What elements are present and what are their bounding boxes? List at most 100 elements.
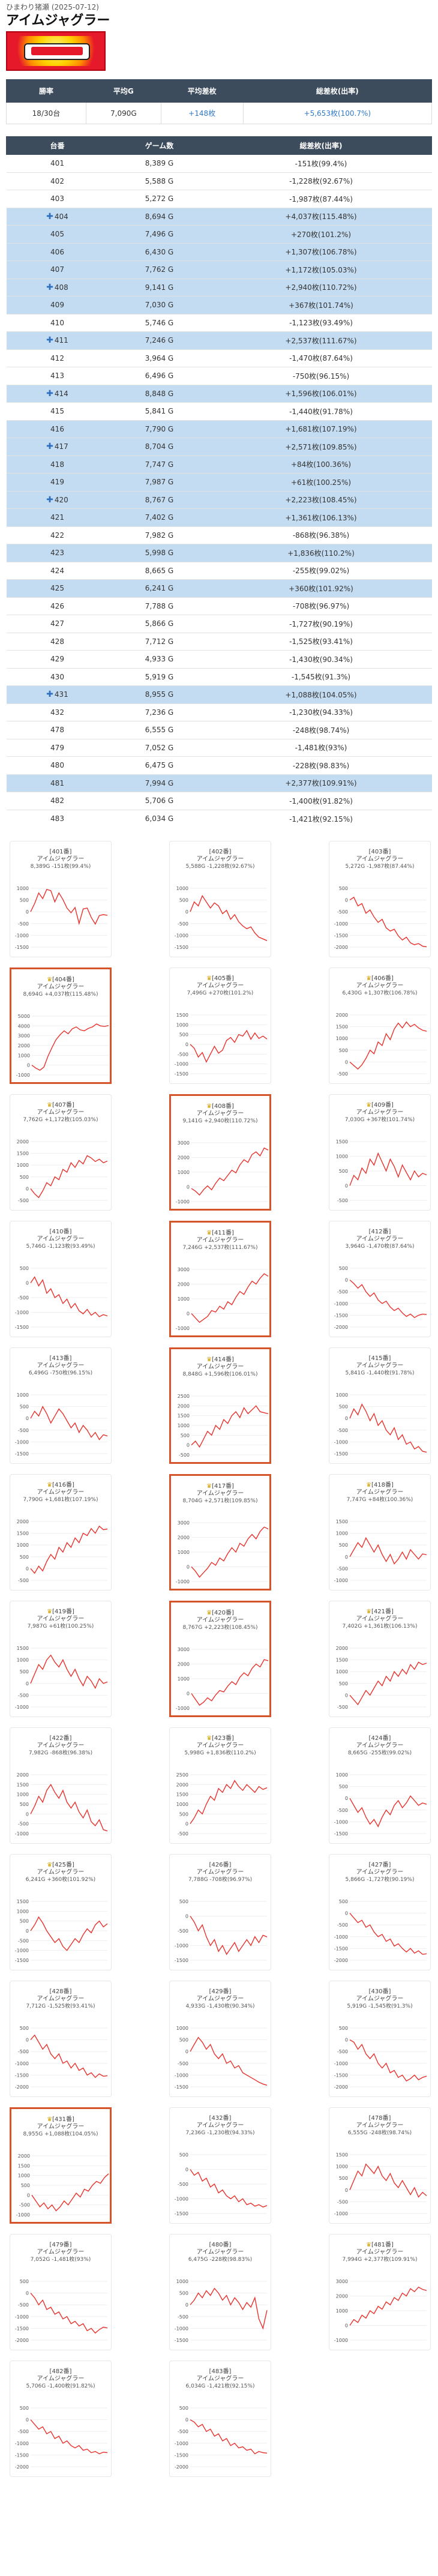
table-row[interactable]: ✚ 414 8,848 G +1,596枚(106.01%) [6,384,432,403]
card-title: ♛[414番] [206,1356,234,1363]
table-row[interactable]: 482 5,706 G -1,400枚(91.82%) [6,792,432,810]
machine-chart-card[interactable]: [410番] アイムジャグラー 5,746G -1,123枚(93.49%) 500 0… [10,1220,112,1337]
machine-chart-card[interactable]: ♛[406番] アイムジャグラー 6,430G +1,307枚(106.78%) 20… [329,967,431,1084]
diff-line-chart: 1000 500 0 -500 -1000 -1500 [175,886,268,950]
machine-chart-card[interactable]: [427番] アイムジャグラー 5,866G -1,727枚(90.19%) 500 0… [329,1853,431,1970]
y-tick-label: 500 [181,1433,190,1438]
y-tick-label: -500 [18,2302,29,2308]
table-row[interactable]: ✚ 420 8,767 G +2,223枚(108.45%) [6,490,432,509]
machine-chart-card[interactable]: [412番] アイムジャグラー 3,964G -1,470枚(87.64%) 500 0… [329,1220,431,1337]
machine-games: 5,866 G [108,615,211,633]
machine-chart-card[interactable]: ♛[411番] アイムジャグラー 7,246G +2,537枚(111.67%) 30… [169,1220,271,1337]
table-row[interactable]: 422 7,982 G -868枚(96.38%) [6,526,432,544]
table-row[interactable]: 410 5,746 G -1,123枚(93.49%) [6,313,432,332]
machine-chart-card[interactable]: ♛[431番] アイムジャグラー 8,955G +1,088枚(104.05%) 20… [10,2107,112,2224]
table-row[interactable]: 402 5,588 G -1,228枚(92.67%) [6,172,432,190]
table-row[interactable]: ✚ 417 8,704 G +2,571枚(109.85%) [6,438,432,456]
machine-chart-card[interactable]: [480番] アイムジャグラー 6,475G -228枚(98.83%) 1000 50… [169,2233,271,2350]
table-row[interactable]: 415 5,841 G -1,440枚(91.78%) [6,402,432,420]
table-row[interactable]: 421 7,402 G +1,361枚(106.13%) [6,508,432,526]
table-row[interactable]: 418 7,747 G +84枚(100.36%) [6,455,432,474]
machine-no: 427 [50,619,64,628]
machine-chart-card[interactable]: ♛[423番] アイムジャグラー 5,998G +1,836枚(110.2%) 250… [169,1727,271,1844]
table-row[interactable]: 407 7,762 G +1,172枚(105.03%) [6,260,432,278]
table-row[interactable]: 430 5,919 G -1,545枚(91.3%) [6,667,432,686]
table-row[interactable]: 483 6,034 G -1,421枚(92.15%) [6,809,432,828]
machine-chart-card[interactable]: [402番] アイムジャグラー 5,588G -1,228枚(92.67%) 1000… [169,840,271,957]
machine-chart-card[interactable]: [482番] アイムジャグラー 5,706G -1,400枚(91.82%) 500 0… [10,2360,112,2477]
table-row[interactable]: 412 3,964 G -1,470枚(87.64%) [6,349,432,367]
machine-chart-card[interactable]: ♛[408番] アイムジャグラー 9,141G +2,940枚(110.72%) 30… [169,1094,271,1211]
table-row[interactable]: 480 6,475 G -228枚(98.83%) [6,756,432,774]
machine-chart-card[interactable]: ♛[420番] アイムジャグラー 8,767G +2,223枚(108.45%) 30… [169,1600,271,1717]
machine-no-cell: 407 [6,260,109,278]
machine-chart-card[interactable]: [483番] アイムジャグラー 6,034G -1,421枚(92.15%) 500 0… [169,2360,271,2477]
y-tick-label: 500 [20,1266,29,1271]
table-row[interactable]: 478 6,555 G -248枚(98.74%) [6,721,432,739]
machine-chart-card[interactable]: ♛[418番] アイムジャグラー 7,747G +84枚(100.36%) 1500 1… [329,1473,431,1590]
summary-avg-games: 7,090G [85,102,161,124]
table-row[interactable]: 406 6,430 G +1,307枚(106.78%) [6,242,432,261]
card-machine-no: 429 [211,1988,223,1995]
y-tick-label: -1500 [175,1958,188,1963]
highlight-mark-icon: ✚ [46,282,53,292]
table-row[interactable]: 425 6,241 G +360枚(101.92%) [6,579,432,597]
machine-chart-card[interactable]: [428番] アイムジャグラー 7,712G -1,525枚(93.41%) 500 0… [10,1980,112,2097]
machine-chart-card[interactable]: ♛[425番] アイムジャグラー 6,241G +360枚(101.92%) 1500… [10,1853,112,1970]
machine-chart-card[interactable]: ♛[481番] アイムジャグラー 7,994G +2,377枚(109.91%) 30… [329,2233,431,2350]
machine-chart-card[interactable]: [422番] アイムジャグラー 7,982G -868枚(96.38%) 2000 15… [10,1727,112,1844]
table-row[interactable]: 429 4,933 G -1,430枚(90.34%) [6,650,432,668]
table-row[interactable]: 416 7,790 G +1,681枚(107.19%) [6,420,432,438]
table-row[interactable]: 426 7,788 G -708枚(96.97%) [6,597,432,615]
machine-chart-card[interactable]: [432番] アイムジャグラー 7,236G -1,230枚(94.33%) 500 0… [169,2107,271,2224]
card-machine-no: 483 [211,2368,223,2375]
card-title: [422番] [49,1735,72,1742]
machine-chart-card[interactable]: ♛[404番] アイムジャグラー 8,694G +4,037枚(115.48%) 50… [10,967,112,1084]
y-tick-label: -1000 [15,933,29,938]
machine-chart-card[interactable]: [426番] アイムジャグラー 7,788G -708枚(96.97%) 500 0 -5… [169,1853,271,1970]
table-row[interactable]: ✚ 411 7,246 G +2,537枚(111.67%) [6,331,432,349]
card-title: [402番] [209,848,232,855]
machine-chart-card[interactable]: [415番] アイムジャグラー 5,841G -1,440枚(91.78%) 1000… [329,1347,431,1464]
machine-no-cell: ✚ 414 [6,384,109,403]
table-row[interactable]: 403 5,272 G -1,987枚(87.44%) [6,190,432,208]
y-tick-label: -1000 [175,1943,188,1948]
y-tick-label: 1000 [17,886,29,891]
machine-chart-card[interactable]: ♛[419番] アイムジャグラー 7,987G +61枚(100.25%) 1500 1… [10,1600,112,1717]
machine-chart-card[interactable]: [429番] アイムジャグラー 4,933G -1,430枚(90.34%) 1000… [169,1980,271,2097]
table-row[interactable]: ✚ 408 9,141 G +2,940枚(110.72%) [6,278,432,296]
machine-chart-card[interactable]: ♛[417番] アイムジャグラー 8,704G +2,571枚(109.85%) 30… [169,1473,271,1590]
table-row[interactable]: 479 7,052 G -1,481枚(93%) [6,738,432,757]
machine-chart-card[interactable]: ♛[407番] アイムジャグラー 7,762G +1,172枚(105.03%) 20… [10,1094,112,1211]
table-row[interactable]: 423 5,998 G +1,836枚(110.2%) [6,544,432,562]
table-row[interactable]: 409 7,030 G +367枚(101.74%) [6,296,432,314]
table-row[interactable]: 401 8,389 G -151枚(99.4%) [6,154,432,172]
machine-chart-card[interactable]: [478番] アイムジャグラー 6,555G -248枚(98.74%) 1500 10… [329,2107,431,2224]
machine-chart-card[interactable]: [430番] アイムジャグラー 5,919G -1,545枚(91.3%) 500 0 -… [329,1980,431,2097]
card-title: [479番] [49,2241,72,2248]
machine-chart-card[interactable]: ♛[405番] アイムジャグラー 7,496G +270枚(101.2%) 1500 1… [169,967,271,1084]
table-row[interactable]: ✚ 404 8,694 G +4,037枚(115.48%) [6,207,432,226]
machine-chart-card[interactable]: ♛[409番] アイムジャグラー 7,030G +367枚(101.74%) 1500… [329,1094,431,1211]
y-tick-label: -500 [337,1071,348,1077]
machine-chart-card[interactable]: [401番] アイムジャグラー 8,389G -151枚(99.4%) 1000 500… [10,840,112,957]
machine-chart-card[interactable]: [413番] アイムジャグラー 6,496G -750枚(96.15%) 1000 50… [10,1347,112,1464]
table-row[interactable]: 413 6,496 G -750枚(96.15%) [6,367,432,385]
machine-no: 418 [50,460,64,469]
table-row[interactable]: 424 8,665 G -255枚(99.02%) [6,561,432,580]
machine-chart-card[interactable]: [424番] アイムジャグラー 8,665G -255枚(99.02%) 1000 50… [329,1727,431,1844]
machine-chart-card[interactable]: ♛[416番] アイムジャグラー 7,790G +1,681枚(107.19%) 20… [10,1473,112,1590]
table-row[interactable]: 405 7,496 G +270枚(101.2%) [6,225,432,243]
card-machine-name: アイムジャグラー [356,2248,404,2256]
machine-chart-card[interactable]: [403番] アイムジャグラー 5,272G -1,987枚(87.44%) 500 0… [329,840,431,957]
table-row[interactable]: ✚ 431 8,955 G +1,088枚(104.05%) [6,685,432,703]
y-tick-label: -1000 [16,2212,30,2218]
machine-chart-card[interactable]: [479番] アイムジャグラー 7,052G -1,481枚(93%) 500 0 -50… [10,2233,112,2350]
table-row[interactable]: 419 7,987 G +61枚(100.25%) [6,473,432,491]
table-row[interactable]: 481 7,994 G +2,377枚(109.91%) [6,774,432,792]
table-row[interactable]: 427 5,866 G -1,727枚(90.19%) [6,615,432,633]
table-row[interactable]: 432 7,236 G -1,230枚(94.33%) [6,703,432,721]
machine-chart-card[interactable]: ♛[414番] アイムジャグラー 8,848G +1,596枚(106.01%) 25… [169,1347,271,1464]
table-row[interactable]: 428 7,712 G -1,525枚(93.41%) [6,632,432,651]
machine-chart-card[interactable]: ♛[421番] アイムジャグラー 7,402G +1,361枚(106.13%) 20… [329,1600,431,1717]
